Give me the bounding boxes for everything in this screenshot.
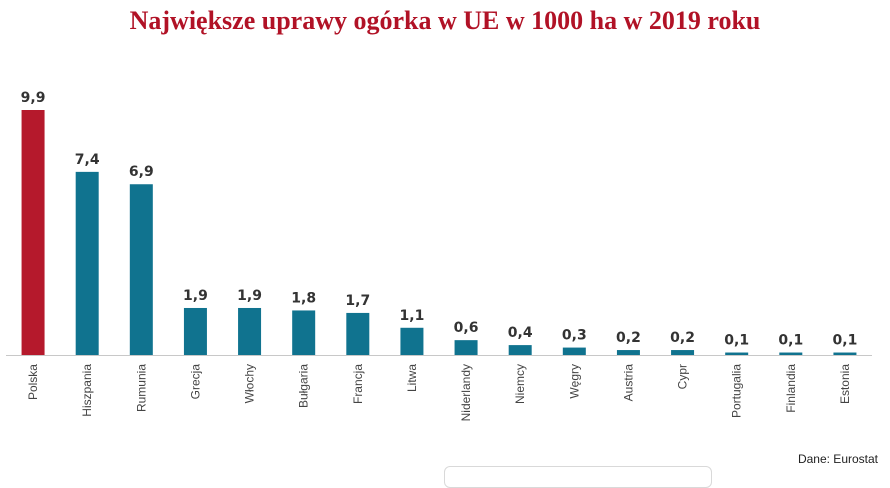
value-label-14: 0,1: [778, 333, 803, 349]
category-label-0: Polska: [26, 364, 40, 400]
category-label-12: Cypr: [676, 364, 690, 389]
bar-14: [779, 352, 803, 355]
bars-group: 9,9 Polska 7,4 Hiszpania 6,9 Rumunia 1,9 Grecja…: [21, 90, 858, 421]
category-label-7: Litwa: [405, 364, 419, 392]
category-label-3: Grecja: [188, 364, 202, 400]
category-label-13: Portugalia: [730, 364, 744, 418]
category-label-11: Austria: [621, 364, 635, 402]
value-label-7: 1,1: [400, 308, 425, 324]
value-label-12: 0,2: [670, 330, 695, 346]
bar-7: [400, 327, 424, 355]
bar-5: [292, 310, 316, 355]
bar-15: [833, 352, 857, 355]
value-label-10: 0,3: [562, 328, 587, 344]
value-label-3: 1,9: [183, 288, 208, 304]
category-label-2: Rumunia: [134, 364, 148, 412]
bar-chart: 9,9 Polska 7,4 Hiszpania 6,9 Rumunia 1,9 Grecja…: [6, 90, 872, 421]
value-label-4: 1,9: [237, 288, 262, 304]
value-label-5: 1,8: [291, 290, 316, 306]
bar-4: [238, 307, 262, 355]
source-note: Dane: Eurostat: [797, 452, 878, 466]
value-label-2: 6,9: [129, 164, 154, 180]
bar-0: [21, 110, 45, 355]
category-label-9: Niemcy: [513, 364, 527, 404]
category-label-4: Włochy: [243, 364, 257, 403]
category-label-8: Niderlandy: [459, 364, 473, 421]
value-label-11: 0,2: [616, 330, 641, 346]
value-label-8: 0,6: [454, 320, 479, 336]
bar-2: [129, 184, 153, 355]
bar-10: [562, 347, 586, 355]
value-label-15: 0,1: [833, 333, 858, 349]
value-label-13: 0,1: [724, 333, 749, 349]
bar-8: [454, 340, 478, 355]
bar-9: [508, 345, 532, 355]
chart-title: Największe uprawy ogórka w UE w 1000 ha …: [129, 6, 761, 35]
bar-12: [671, 350, 695, 355]
category-label-15: Estonia: [838, 364, 852, 404]
value-label-0: 9,9: [21, 90, 46, 106]
category-label-10: Węgry: [567, 364, 581, 399]
value-label-6: 1,7: [345, 293, 370, 309]
bar-3: [183, 307, 207, 355]
value-label-1: 7,4: [75, 152, 100, 168]
bar-13: [725, 352, 749, 355]
bar-1: [75, 171, 99, 355]
category-label-6: Francja: [351, 364, 365, 404]
category-label-1: Hiszpania: [80, 364, 94, 417]
bar-11: [616, 350, 640, 355]
bar-6: [346, 312, 370, 355]
value-label-9: 0,4: [508, 325, 533, 341]
bottom-frame: [444, 466, 712, 488]
category-label-5: Bułgaria: [297, 364, 311, 408]
category-label-14: Finlandia: [784, 364, 798, 413]
